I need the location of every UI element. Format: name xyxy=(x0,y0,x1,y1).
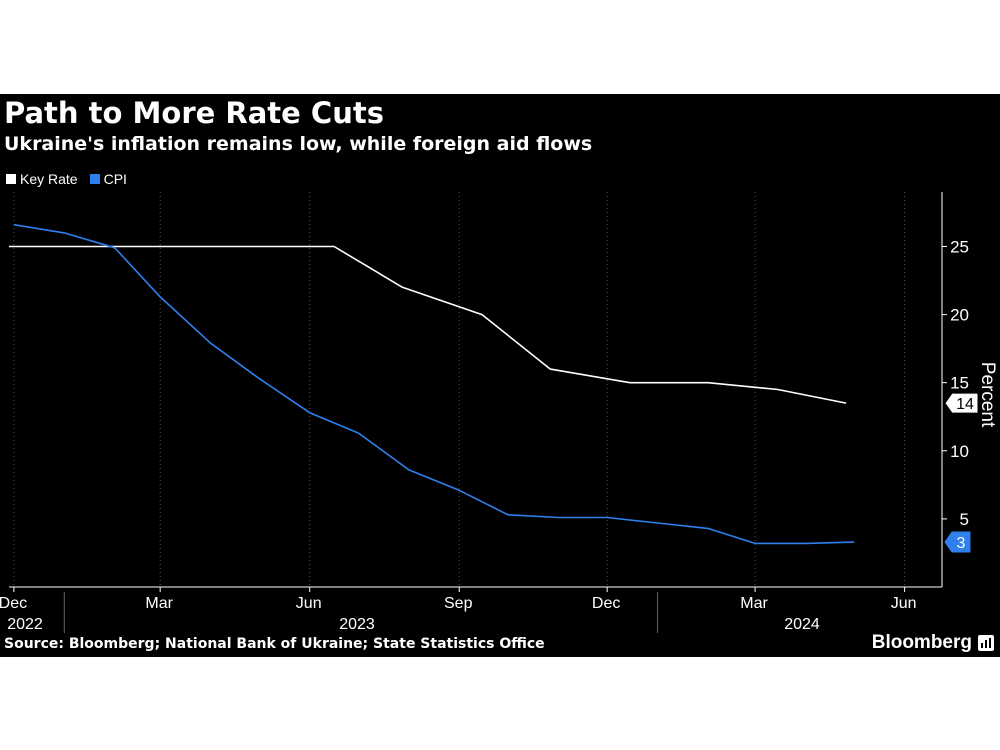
bloomberg-chart-icon xyxy=(978,635,994,651)
end-label-tag-cpi xyxy=(944,531,971,553)
legend-label-cpi: CPI xyxy=(103,171,127,187)
x-tick-label-6: Jun xyxy=(891,595,917,612)
y-tick-label-2: 15 xyxy=(950,374,969,393)
x-tick-label-0: Dec xyxy=(0,595,27,612)
source-note: Source: Bloomberg; National Bank of Ukra… xyxy=(4,636,545,652)
x-year-label-2023: 2023 xyxy=(339,616,375,633)
end-labels: 14 3 xyxy=(944,392,979,553)
line-chart: 5 10 15 20 25 Percent Dec Mar Jun Sep Dec Mar Jun 202… xyxy=(0,192,998,633)
x-tick-label-5: Mar xyxy=(740,595,768,612)
x-tick-label-4: Dec xyxy=(592,595,620,612)
legend-item-cpi: CPI xyxy=(89,171,127,187)
series-line-key-rate xyxy=(9,245,847,404)
x-tick-label-1: Mar xyxy=(145,595,173,612)
y-axis-title: Percent xyxy=(977,362,998,428)
y-tick-label-4: 25 xyxy=(950,237,969,256)
legend-swatch-cpi xyxy=(89,174,100,184)
legend-label-key-rate: Key Rate xyxy=(20,171,78,187)
chart-subtitle: Ukraine's inflation remains low, while f… xyxy=(4,133,593,155)
legend-item-key-rate: Key Rate xyxy=(6,171,78,187)
x-tick-label-3: Sep xyxy=(444,595,473,612)
brand-logo: Bloomberg xyxy=(872,632,994,654)
axes: 5 10 15 20 25 Percent Dec Mar Jun Sep Dec Mar Jun 202… xyxy=(0,192,998,633)
end-label-tag-key-rate xyxy=(944,392,979,414)
series-line-cpi xyxy=(13,223,855,545)
chart-title: Path to More Rate Cuts xyxy=(4,96,384,130)
chart-panel: 5 10 15 20 25 Percent Dec Mar Jun Sep Dec Mar Jun 202… xyxy=(0,94,1000,657)
brand-name: Bloomberg xyxy=(871,632,972,653)
x-year-label-2024: 2024 xyxy=(784,616,820,633)
y-tick-label-1: 10 xyxy=(950,442,969,461)
x-year-label-2022: 2022 xyxy=(7,616,43,633)
x-tick-label-2: Jun xyxy=(296,595,322,612)
end-label-value-cpi: 3 xyxy=(957,535,966,552)
legend-swatch-key-rate xyxy=(6,174,16,184)
end-label-value-key-rate: 14 xyxy=(956,396,974,413)
y-tick-label-0: 5 xyxy=(960,510,969,529)
y-tick-label-3: 20 xyxy=(950,306,969,325)
series-lines xyxy=(9,223,855,545)
legend: Key Rate CPI xyxy=(6,170,139,188)
